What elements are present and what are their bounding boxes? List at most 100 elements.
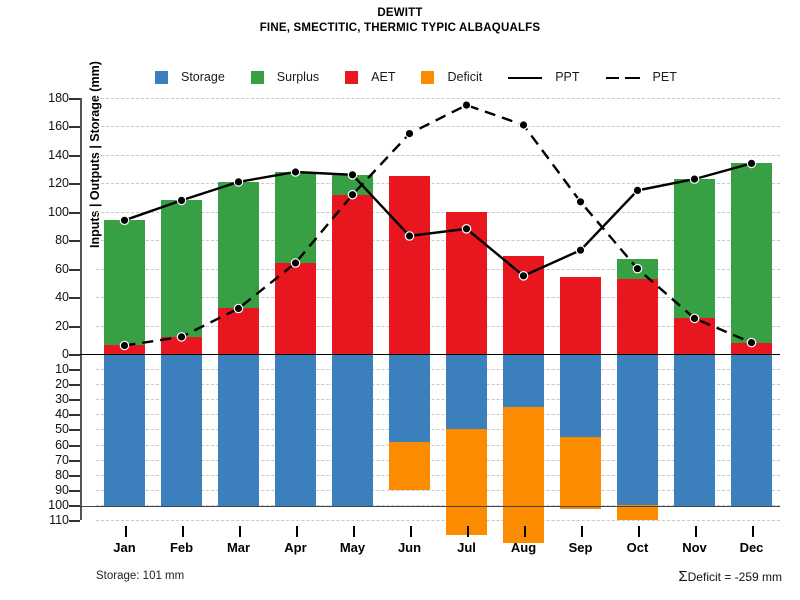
bar-segment-storage <box>445 354 487 430</box>
bar-segment-storage <box>730 354 772 507</box>
y-tick <box>69 384 80 387</box>
y-tick <box>69 520 80 522</box>
gridline <box>96 384 780 386</box>
gridline <box>96 414 780 416</box>
x-tick-label-jul: Jul <box>457 540 476 555</box>
legend-item-ppt: PPT <box>508 70 605 84</box>
bar-group-apr <box>274 98 316 520</box>
y-tick-label-lower-60: 60 <box>55 437 69 452</box>
y-tick-label-upper-180: 180 <box>48 91 69 105</box>
x-tick <box>409 526 412 537</box>
title-block: DEWITT FINE, SMECTITIC, THERMIC TYPIC AL… <box>0 6 800 36</box>
x-tick-label-may: May <box>339 540 366 555</box>
page-title: DEWITT <box>377 7 423 19</box>
x-tick <box>580 526 583 537</box>
storage-capacity-line <box>80 506 780 508</box>
gridline <box>96 474 780 476</box>
bar-segment-aet <box>160 336 202 354</box>
deficit-sum-footnote: ΣDeficit = -259 mm <box>678 568 782 585</box>
y-tick-label-upper-20: 20 <box>55 318 69 333</box>
legend-label: AET <box>371 70 396 84</box>
bar-group-nov <box>673 98 715 520</box>
bar-segment-deficit <box>445 429 487 536</box>
bar-group-dec <box>730 98 772 520</box>
x-tick-label-jan: Jan <box>113 540 136 555</box>
gridline <box>96 444 780 446</box>
y-tick <box>69 240 80 243</box>
y-tick-label-lower-40: 40 <box>55 407 69 422</box>
dashed-line-icon <box>605 71 640 84</box>
y-tick-label-upper-80: 80 <box>55 233 69 248</box>
legend-item-storage: Storage <box>155 70 251 84</box>
storage-footnote: Storage: 101 mm <box>96 570 185 582</box>
bar-segment-aet <box>445 211 487 354</box>
bar-group-may <box>331 98 373 520</box>
bar-segment-aet <box>730 342 772 354</box>
y-tick <box>69 268 80 271</box>
bar-segment-surplus <box>103 220 145 346</box>
gridline <box>96 399 780 401</box>
y-tick-label-lower-110: 110 <box>49 513 69 527</box>
bar-group-aug <box>502 98 544 543</box>
bar-segment-aet <box>388 176 430 354</box>
green-square-icon <box>250 70 264 84</box>
x-tick <box>295 526 298 537</box>
bar-segment-aet <box>673 318 715 354</box>
chart-legend: Storage Surplus AET Deficit PPT PET <box>155 66 735 88</box>
gridline <box>96 429 780 431</box>
bar-segment-aet <box>502 255 544 354</box>
y-tick <box>69 154 80 157</box>
legend-label: Surplus <box>276 70 320 84</box>
y-tick-label-lower-50: 50 <box>55 422 69 437</box>
y-tick <box>69 414 80 417</box>
legend-label: Deficit <box>447 70 483 84</box>
bar-segment-storage <box>331 354 373 507</box>
bar-segment-storage <box>103 354 145 507</box>
bar-segment-surplus <box>616 258 658 279</box>
bar-segment-storage <box>673 354 715 507</box>
red-square-icon <box>345 70 359 84</box>
y-tick <box>69 354 80 356</box>
y-tick <box>69 325 80 328</box>
x-tick <box>466 526 469 537</box>
x-tick-label-mar: Mar <box>226 540 251 555</box>
x-tick <box>181 526 184 537</box>
y-tick <box>69 183 80 186</box>
legend-item-surplus: Surplus <box>250 70 345 84</box>
gridline <box>96 489 780 491</box>
solid-line-icon <box>508 71 543 84</box>
x-tick-label-oct: Oct <box>626 540 649 555</box>
sigma-icon: Σ <box>678 568 688 585</box>
x-tick-label-sep: Sep <box>568 540 593 555</box>
legend-item-aet: AET <box>345 70 421 84</box>
gridline <box>96 98 780 99</box>
page-subtitle: FINE, SMECTITIC, THERMIC TYPIC ALBAQUALF… <box>259 22 541 34</box>
y-tick-label-upper-140: 140 <box>48 147 69 162</box>
bar-segment-storage <box>160 354 202 507</box>
y-tick-label-lower-80: 80 <box>55 467 69 482</box>
bar-segment-aet <box>559 277 601 354</box>
x-tick <box>238 526 241 537</box>
y-tick-label-lower-10: 10 <box>55 362 69 377</box>
bar-segment-storage <box>502 354 544 407</box>
deficit-sum-text: Deficit = -259 mm <box>687 570 782 584</box>
y-tick <box>69 444 80 447</box>
y-tick-label-lower-100: 100 <box>48 497 69 512</box>
gridline <box>96 459 780 461</box>
x-tick <box>124 526 127 537</box>
bar-segment-surplus <box>730 163 772 343</box>
bar-segment-deficit <box>388 441 430 490</box>
x-tick-label-feb: Feb <box>169 540 194 555</box>
legend-item-pet: PET <box>605 70 703 84</box>
bar-segment-aet <box>103 345 145 354</box>
bar-segment-storage <box>559 354 601 437</box>
bar-group-jan <box>103 98 145 520</box>
bar-segment-storage <box>274 354 316 507</box>
plot-area: Inputs | Outputs | Storage (mm) 0 20 40 60 8… <box>48 61 780 555</box>
legend-label: Storage <box>181 70 225 84</box>
y-tick <box>69 369 80 372</box>
bar-segment-aet <box>331 194 373 354</box>
bar-segment-aet <box>616 278 658 354</box>
zero-baseline <box>80 354 780 355</box>
